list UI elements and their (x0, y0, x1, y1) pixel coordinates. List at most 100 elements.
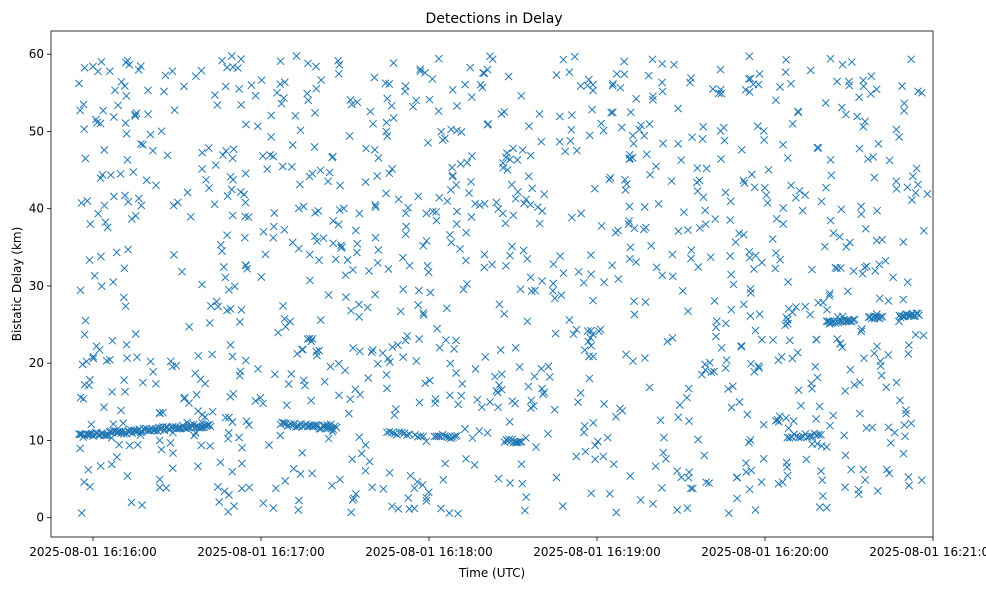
data-point (382, 118, 391, 127)
data-point (796, 401, 805, 410)
data-point (855, 409, 864, 418)
data-point (574, 398, 582, 407)
data-point (757, 335, 766, 344)
data-point (589, 352, 598, 361)
data-point (788, 119, 797, 128)
data-point (497, 110, 506, 118)
data-point (826, 54, 835, 63)
data-point (853, 112, 862, 121)
chart-title: Detections in Delay (425, 11, 562, 27)
data-point (500, 309, 509, 318)
data-point (576, 388, 585, 397)
data-point (218, 151, 227, 160)
data-point (198, 280, 206, 289)
data-point (382, 189, 391, 198)
data-point (281, 322, 290, 331)
data-point (434, 107, 443, 116)
data-point (437, 504, 445, 513)
data-point (565, 68, 574, 77)
data-point (294, 506, 303, 514)
data-point (447, 125, 456, 134)
data-point (518, 479, 527, 488)
data-point (557, 291, 566, 300)
data-point (486, 397, 494, 406)
data-point (461, 256, 470, 265)
data-point (353, 98, 362, 107)
data-point (494, 403, 503, 412)
data-point (256, 393, 265, 402)
data-point (826, 421, 834, 430)
data-point (168, 464, 177, 473)
data-point (286, 317, 295, 326)
data-point (783, 153, 792, 162)
data-point (794, 107, 802, 116)
data-point (668, 333, 677, 342)
data-point (892, 177, 901, 186)
data-point (198, 148, 207, 157)
data-point (490, 372, 499, 381)
data-point (857, 202, 866, 211)
data-point (456, 244, 464, 253)
data-point (535, 110, 544, 119)
data-point (473, 395, 482, 404)
data-point (373, 172, 382, 180)
data-point (149, 367, 158, 376)
data-point (700, 451, 709, 460)
data-point (382, 370, 391, 379)
data-point (750, 367, 759, 376)
data-point (341, 366, 350, 375)
data-point (320, 377, 329, 386)
data-point (463, 158, 472, 167)
data-point (520, 199, 529, 208)
data-point (467, 177, 475, 186)
data-point (913, 180, 922, 189)
x-tick-label: 2025-08-01 16:17:00 (197, 545, 324, 559)
data-point (116, 169, 125, 178)
data-point (771, 416, 780, 425)
track-point (196, 423, 205, 432)
data-point (781, 68, 790, 77)
track-point (817, 430, 825, 439)
data-point (310, 232, 319, 241)
data-point (538, 384, 546, 393)
data-point (457, 128, 466, 136)
data-point (355, 347, 364, 356)
data-points (75, 52, 932, 518)
data-point (589, 86, 597, 95)
track-point (332, 423, 341, 432)
data-point (87, 420, 96, 429)
data-point (251, 396, 260, 405)
data-point (838, 60, 847, 69)
data-point (860, 354, 868, 363)
data-point (746, 288, 755, 297)
data-point (120, 264, 129, 273)
track-point (915, 311, 923, 320)
data-point (821, 99, 830, 107)
data-point (661, 454, 670, 463)
data-point (886, 438, 895, 447)
data-point (96, 462, 105, 471)
data-point (781, 321, 790, 330)
data-point (552, 473, 561, 482)
data-point (907, 196, 916, 204)
data-point (224, 285, 233, 294)
data-point (304, 59, 312, 68)
data-point (517, 91, 526, 100)
data-point (388, 502, 396, 511)
data-point (607, 108, 616, 117)
data-point (76, 444, 85, 453)
data-point (586, 333, 595, 342)
data-point (822, 503, 831, 512)
data-point (747, 359, 755, 368)
data-point (648, 92, 657, 101)
data-point (614, 275, 623, 284)
data-point (273, 88, 281, 97)
data-point (308, 334, 317, 343)
data-point (435, 193, 444, 202)
data-point (148, 146, 157, 155)
data-point (162, 484, 171, 492)
data-point (352, 248, 361, 257)
data-point (846, 365, 855, 374)
data-point (284, 380, 293, 388)
data-point (346, 395, 355, 404)
